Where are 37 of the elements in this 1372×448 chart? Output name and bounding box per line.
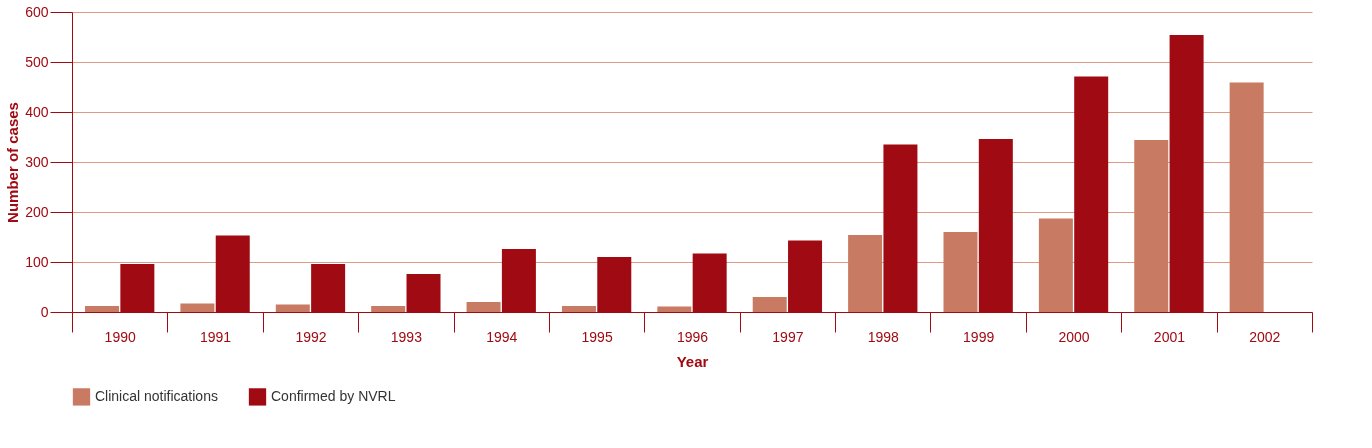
legend-label: Confirmed by NVRL [271,387,396,404]
bar [848,235,883,312]
x-tick-label: 1995 [581,328,613,345]
bar [1038,218,1073,312]
x-tick-label: 1993 [390,328,423,345]
bar [466,302,501,312]
bar [371,306,406,312]
bar [180,303,215,312]
y-tick-label: 0 [40,303,49,320]
bar [752,297,787,312]
y-axis-title: Number of cases [4,102,22,223]
x-tick-label: 1996 [676,328,709,345]
y-tick-label: 600 [25,3,49,20]
x-tick-label: 1992 [295,328,327,345]
bar [657,306,692,312]
y-tick-label: 500 [25,53,49,70]
x-axis-title: Year [676,352,709,370]
y-tick-label: 400 [25,103,49,120]
legend-label: Clinical notifications [95,387,218,404]
bar [1229,82,1264,312]
bar [275,304,310,312]
bar [561,306,596,312]
x-tick-label: 1997 [772,328,804,345]
x-tick-label: 1990 [104,328,136,345]
x-tick-label: 2002 [1249,328,1281,345]
x-tick-label: 1998 [867,328,900,345]
x-tick-label: 2001 [1153,328,1186,345]
x-tick-label: 1999 [963,328,995,345]
y-tick-label: 300 [25,153,49,170]
y-tick-label: 200 [25,203,49,220]
x-tick-label: 1994 [486,328,518,345]
x-tick-label: 2000 [1058,328,1090,345]
bar [85,306,120,312]
y-tick-label: 100 [25,253,49,270]
bar [943,232,978,312]
x-tick-label: 1991 [200,328,232,345]
bar [1134,140,1169,312]
